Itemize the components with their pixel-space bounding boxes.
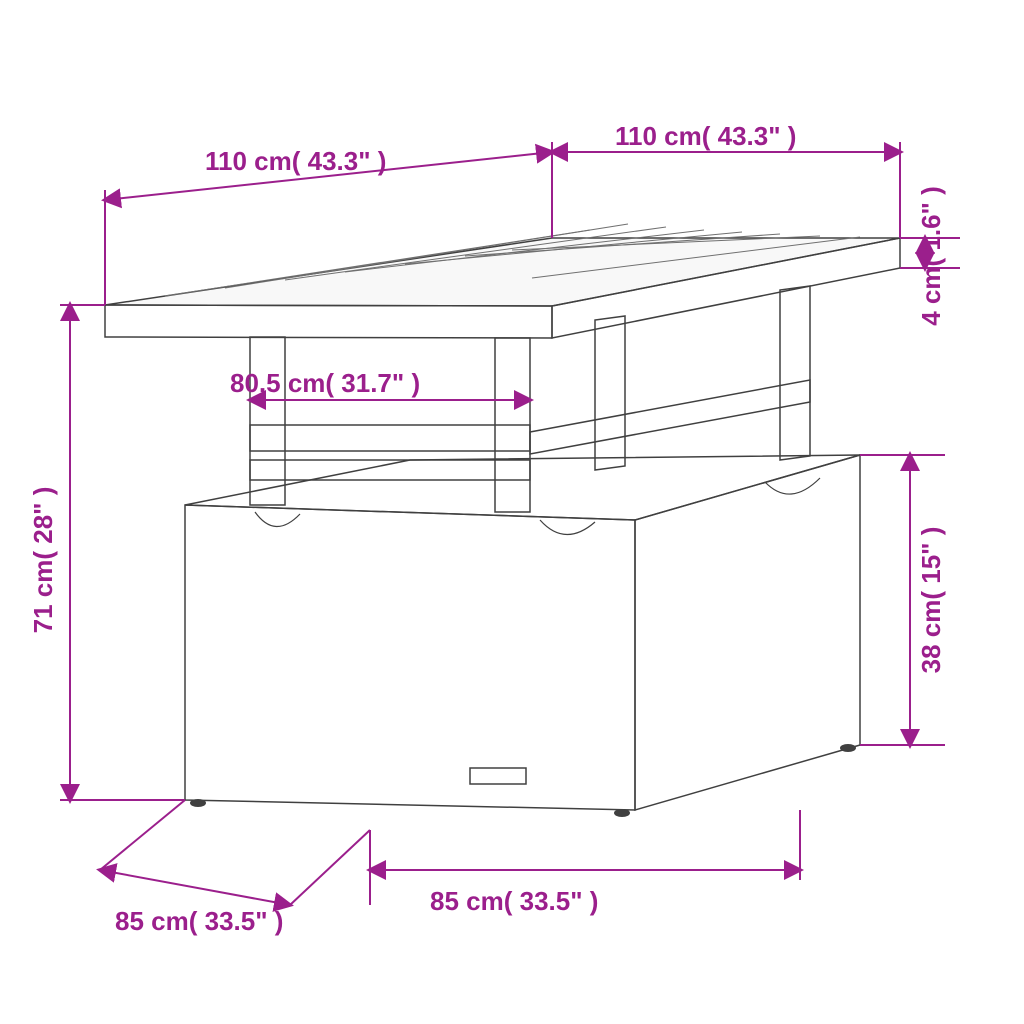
dim-top-left: 110 cm( 43.3" ) [205, 146, 386, 176]
dim-bottom-left: 85 cm( 33.5" ) [115, 906, 283, 936]
dim-thickness: 4 cm( 1.6" ) [916, 186, 946, 326]
dim-left-height: 71 cm( 28" ) [28, 487, 58, 634]
dim-bottom-right: 85 cm( 33.5" ) [430, 886, 598, 916]
dim-inner-width: 80,5 cm( 31.7" ) [230, 368, 420, 398]
dim-top-right: 110 cm( 43.3" ) [615, 121, 796, 151]
dim-right-base-h: 38 cm( 15" ) [916, 527, 946, 674]
